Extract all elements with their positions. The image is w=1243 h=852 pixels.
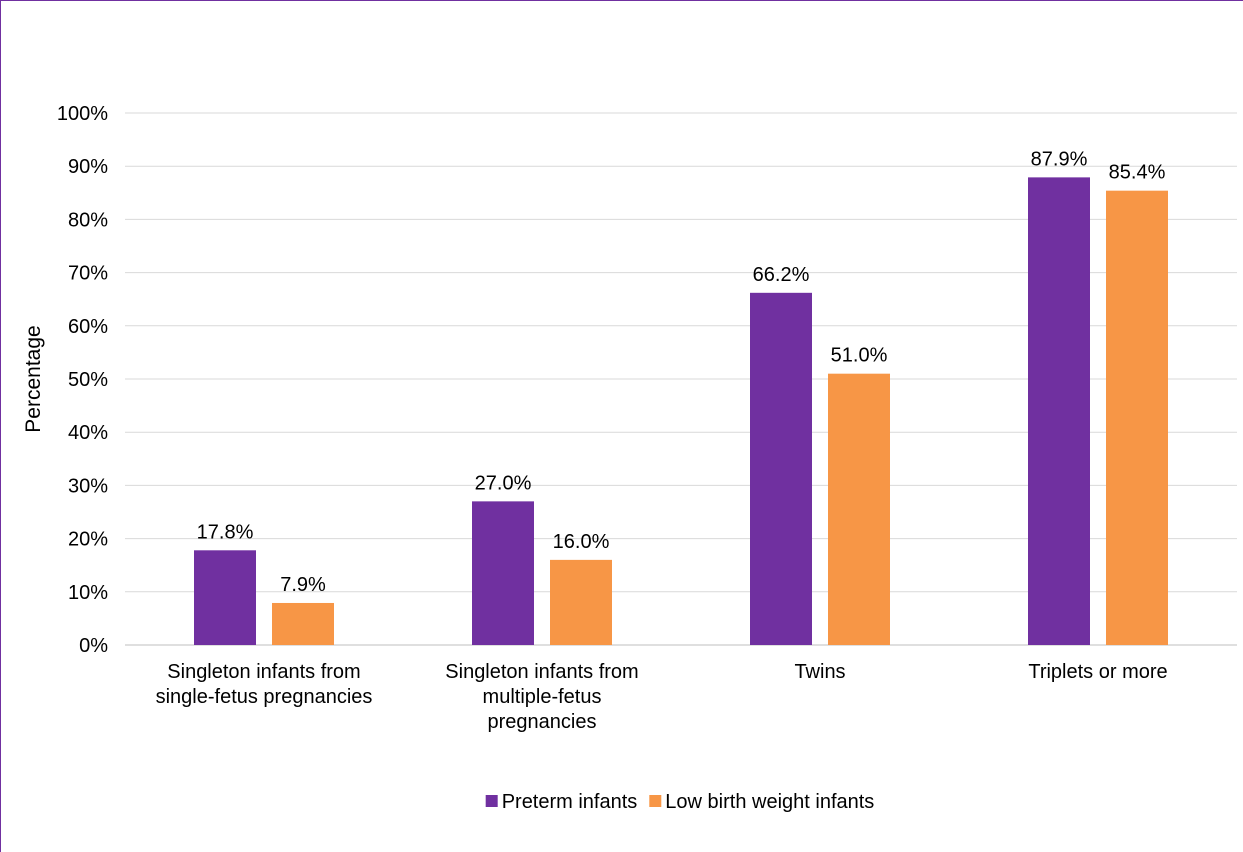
data-label: 66.2%	[753, 264, 810, 286]
legend-label: Low birth weight infants	[665, 791, 874, 813]
y-tick-label: 30%	[68, 475, 108, 497]
data-label: 85.4%	[1109, 162, 1166, 184]
x-tick-label: pregnancies	[488, 711, 597, 733]
legend-label: Preterm infants	[502, 791, 638, 813]
data-label: 16.0%	[553, 531, 610, 553]
y-tick-label: 70%	[68, 263, 108, 285]
data-label: 7.9%	[280, 574, 326, 596]
x-tick-label: Twins	[794, 661, 845, 683]
bar	[550, 559, 612, 645]
x-tick-label: Singleton infants from	[167, 661, 360, 683]
x-tick-label: single-fetus pregnancies	[156, 686, 373, 708]
y-tick-label: 10%	[68, 582, 108, 604]
bar	[828, 373, 890, 645]
y-tick-label: 100%	[57, 103, 108, 125]
y-tick-label: 0%	[79, 635, 108, 657]
x-tick-label: Singleton infants from	[445, 661, 638, 683]
legend-swatch	[485, 795, 498, 807]
y-tick-label: 40%	[68, 422, 108, 444]
y-tick-label: 80%	[68, 209, 108, 231]
bar	[472, 501, 534, 645]
bar	[1028, 177, 1090, 645]
y-tick-label: 60%	[68, 316, 108, 338]
bar	[1106, 190, 1168, 645]
y-tick-label: 20%	[68, 529, 108, 551]
data-label: 27.0%	[475, 472, 532, 494]
data-label: 87.9%	[1031, 148, 1088, 170]
data-label: 17.8%	[197, 521, 254, 543]
y-tick-label: 90%	[68, 156, 108, 178]
bar	[272, 602, 334, 645]
x-tick-label: Triplets or more	[1028, 661, 1167, 683]
data-label: 51.0%	[831, 345, 888, 367]
x-tick-label: multiple-fetus	[483, 686, 602, 708]
y-axis-title: Percentage	[22, 325, 45, 432]
bar	[750, 292, 812, 645]
legend-swatch	[649, 795, 662, 807]
y-tick-label: 50%	[68, 369, 108, 391]
bar	[194, 550, 256, 645]
